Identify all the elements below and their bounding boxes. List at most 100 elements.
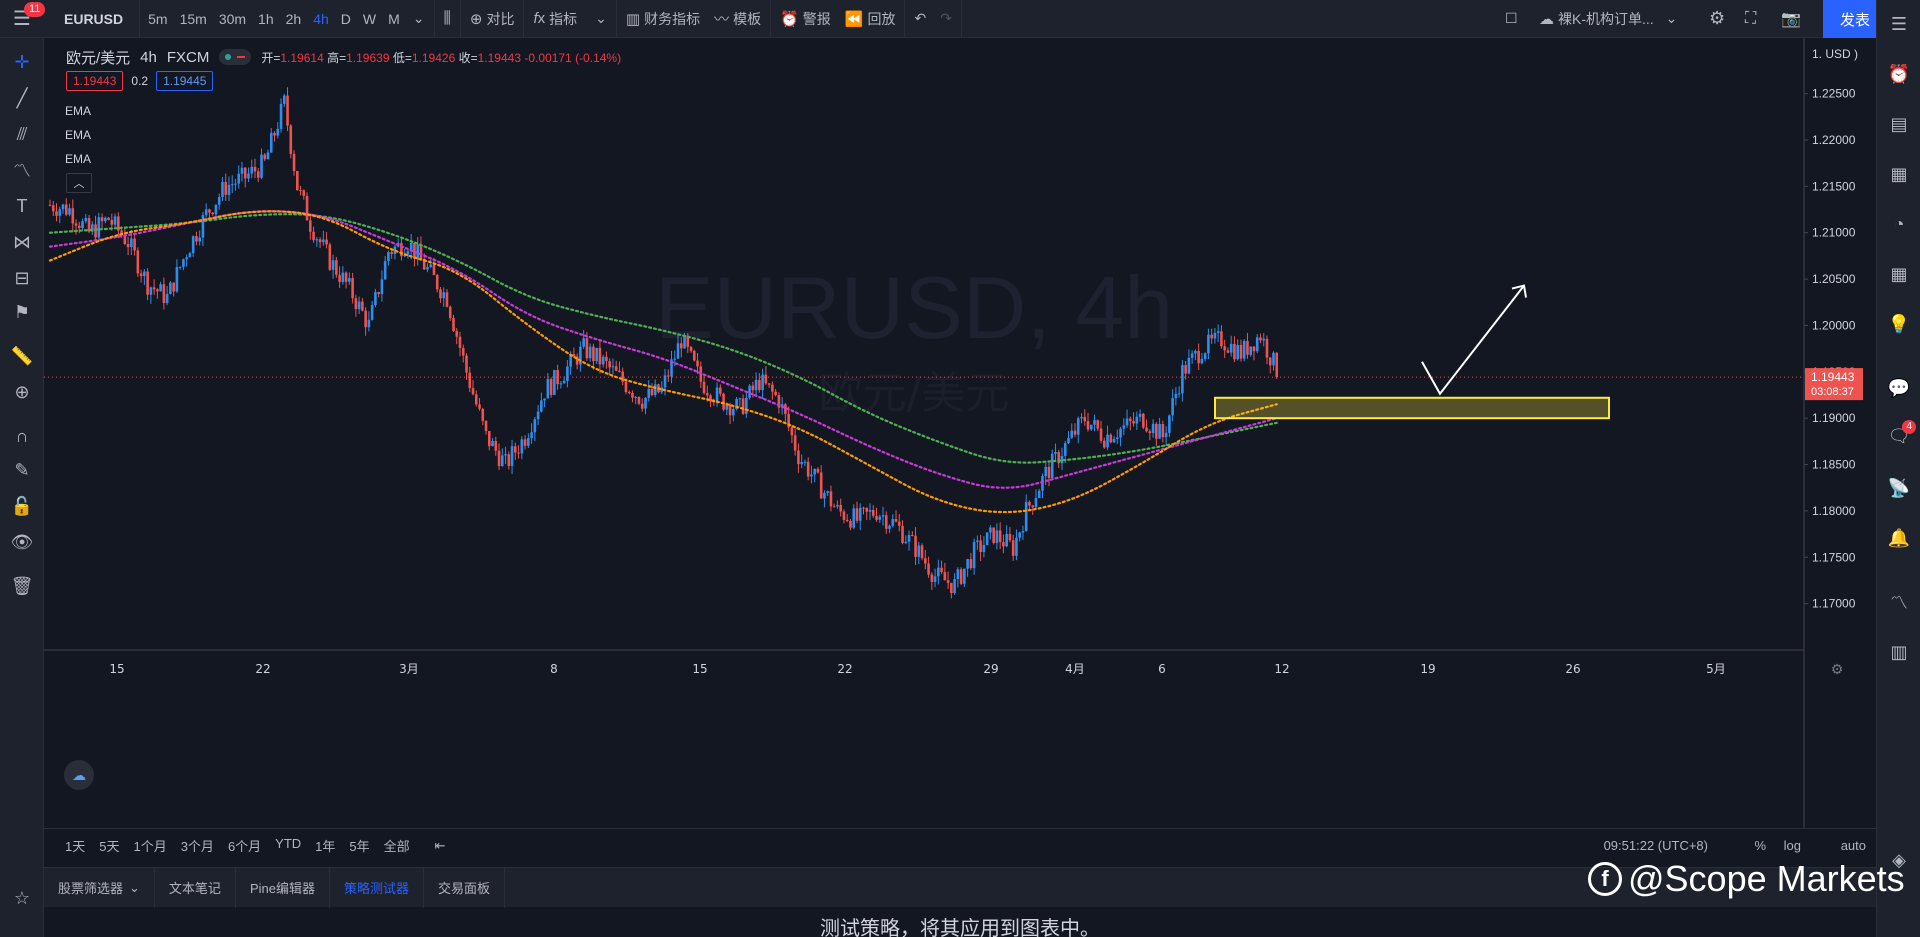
clock[interactable]: 09:51:22 (UTC+8): [1603, 838, 1708, 853]
symbol-title[interactable]: 欧元/美元: [66, 49, 131, 67]
notifications-icon[interactable]: 🔔: [1887, 527, 1911, 548]
range-button[interactable]: 全部: [383, 839, 410, 854]
timeframe-M[interactable]: M: [388, 10, 400, 27]
close-value: 1.19443: [477, 50, 522, 65]
panel-tab[interactable]: 交易面板: [424, 867, 505, 908]
undo-button[interactable]: ↶: [907, 0, 933, 38]
prediction-icon[interactable]: ⊟: [14, 267, 30, 288]
layout-selector[interactable]: ☁ 裸K-机构订单... ⌄: [1532, 0, 1684, 38]
pitchfork-icon[interactable]: ⫻: [16, 123, 28, 144]
candle-body: [1067, 437, 1070, 444]
snapshot-button[interactable]: 📷: [1774, 0, 1808, 38]
candle: [634, 396, 638, 405]
auto-toggle[interactable]: auto: [1840, 838, 1866, 853]
templates-button[interactable]: 〰模板: [707, 0, 768, 38]
star-icon[interactable]: ☆: [13, 887, 31, 908]
layers-icon[interactable]: ◈: [1892, 849, 1906, 870]
brush-icon[interactable]: 〽: [13, 161, 31, 181]
candle-body: [1002, 542, 1005, 547]
candle-body: [614, 366, 618, 371]
timeframe-1h[interactable]: 1h: [258, 10, 274, 27]
goto-date-icon[interactable]: ⇤: [434, 837, 446, 853]
indicators-button[interactable]: fx 指标 ⌄: [526, 0, 613, 38]
candle-body: [282, 95, 286, 104]
trash-icon[interactable]: 🗑: [10, 575, 34, 596]
symbol-search[interactable]: EURUSD: [64, 10, 124, 27]
timeframe-15m[interactable]: 15m: [179, 10, 207, 27]
text-icon[interactable]: T: [16, 195, 28, 216]
range-button[interactable]: 1天: [65, 839, 86, 854]
candle: [881, 506, 885, 526]
replay-button[interactable]: ⏪ 回放: [838, 0, 903, 38]
calendar-icon[interactable]: ▦: [1890, 263, 1908, 284]
menu-button[interactable]: ☰ 11: [0, 0, 46, 38]
settings-button[interactable]: ⚙: [1702, 0, 1732, 38]
news-icon[interactable]: ▦: [1890, 163, 1908, 184]
percent-toggle[interactable]: %: [1754, 838, 1766, 853]
panel-tab[interactable]: Pine编辑器: [236, 867, 330, 908]
timeframe-5m[interactable]: 5m: [148, 10, 168, 27]
candle: [452, 314, 455, 332]
chat-icon[interactable]: 💬: [1887, 377, 1911, 398]
candle: [133, 232, 136, 256]
alert-button[interactable]: ⏰ 警报: [773, 0, 838, 38]
range-button[interactable]: 1年: [315, 839, 336, 854]
data-window-icon[interactable]: ▤: [1890, 113, 1908, 134]
fullscreen-layout-button[interactable]: ☐: [1498, 0, 1525, 38]
range-button[interactable]: 5天: [99, 839, 120, 854]
compare-button[interactable]: ⊕ 对比: [463, 0, 522, 38]
pattern-icon[interactable]: ⋈: [13, 231, 31, 252]
panel-tab[interactable]: 文本笔记: [155, 867, 236, 908]
candle-body: [68, 208, 71, 215]
candle-body: [647, 388, 651, 398]
price-chart[interactable]: EURUSD, 4h 欧元/美元 1. USD ) 1.22500 1.22000 1.2…: [44, 38, 1876, 828]
ema-indicator-label[interactable]: EMA: [65, 104, 92, 118]
alarm-clock-icon[interactable]: ⏰: [1887, 63, 1911, 84]
lock-icon[interactable]: 🔓: [10, 495, 34, 516]
watchlist-icon[interactable]: ☰: [1890, 13, 1908, 34]
eye-icon[interactable]: 👁: [10, 531, 34, 552]
dom-icon[interactable]: ▥: [1890, 641, 1908, 662]
candle: [614, 360, 618, 372]
timeframe-30m[interactable]: 30m: [218, 10, 247, 27]
financials-button[interactable]: ▥ 财务指标: [619, 0, 707, 38]
range-button[interactable]: 3个月: [180, 839, 214, 854]
streams-icon[interactable]: 📡: [1887, 477, 1911, 498]
redo-button[interactable]: ↷: [933, 0, 959, 38]
range-button[interactable]: YTD: [275, 836, 302, 851]
timeframe-dropdown[interactable]: ⌄: [406, 0, 432, 38]
zoom-icon[interactable]: ⊕: [14, 381, 30, 402]
ruler-icon[interactable]: 📏: [10, 345, 34, 366]
trend-line-icon[interactable]: ╱: [16, 87, 28, 108]
timeframe-2h[interactable]: 2h: [285, 10, 302, 27]
chart-style-button[interactable]: ⫼: [437, 0, 458, 38]
ema-indicator-label[interactable]: EMA: [65, 152, 92, 166]
panel-tab[interactable]: 策略测试器: [330, 867, 424, 908]
candle: [484, 420, 488, 435]
magnet-icon[interactable]: ∩: [15, 425, 29, 446]
ideas-icon[interactable]: 💡: [1887, 313, 1911, 334]
timeframe-4h[interactable]: 4h: [313, 10, 329, 27]
range-button[interactable]: 5年: [349, 839, 370, 854]
market-status-icon[interactable]: [219, 49, 252, 65]
hotlist-icon[interactable]: ◔: [1893, 213, 1905, 234]
crosshair-icon[interactable]: ✛: [14, 51, 30, 72]
timeframe-D[interactable]: D: [340, 10, 351, 27]
range-button[interactable]: 6个月: [227, 839, 262, 854]
range-button[interactable]: 1个月: [133, 839, 167, 854]
ema-indicator-label[interactable]: EMA: [65, 128, 92, 142]
fullscreen-button[interactable]: ⛶: [1738, 0, 1763, 38]
sell-button[interactable]: 1.19443: [66, 71, 124, 91]
timeframe-W[interactable]: W: [362, 10, 377, 27]
collapse-legend-button[interactable]: ︿: [66, 173, 92, 193]
icons-tool-icon[interactable]: ⚑: [13, 301, 31, 322]
chart-area[interactable]: EURUSD, 4h 欧元/美元 1. USD ) 1.22500 1.22000 1.2…: [44, 38, 1876, 828]
order-panel-icon[interactable]: 〽: [1890, 593, 1908, 613]
log-toggle[interactable]: log: [1783, 838, 1801, 853]
panel-tab[interactable]: 股票筛选器 ⌄: [44, 867, 155, 908]
cloud-logo-icon[interactable]: ☁: [64, 760, 94, 790]
candle-body: [1158, 424, 1161, 439]
buy-button[interactable]: 1.19445: [156, 71, 214, 91]
stay-drawing-icon[interactable]: ✎: [14, 459, 30, 480]
alarm-clock-icon: ⏰: [780, 10, 799, 28]
